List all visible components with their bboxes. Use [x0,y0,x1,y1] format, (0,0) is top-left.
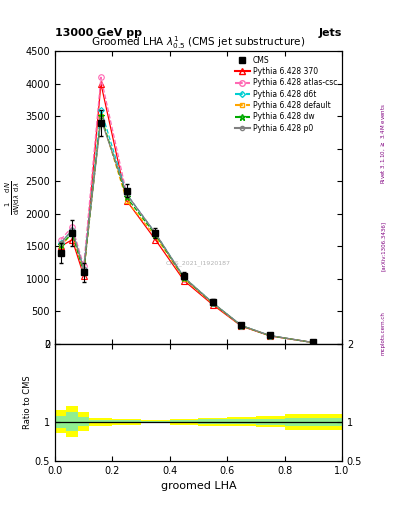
Title: Groomed LHA $\lambda^{1}_{0.5}$ (CMS jet substructure): Groomed LHA $\lambda^{1}_{0.5}$ (CMS jet… [91,34,306,51]
Legend: CMS, Pythia 6.428 370, Pythia 6.428 atlas-csc, Pythia 6.428 d6t, Pythia 6.428 de: CMS, Pythia 6.428 370, Pythia 6.428 atla… [231,53,340,136]
Text: 13000 GeV pp: 13000 GeV pp [55,28,142,38]
Text: CMS_2021_I1920187: CMS_2021_I1920187 [166,261,231,266]
Y-axis label: $\frac{1}{\mathrm{d}N/\mathrm{d}\lambda}\,\frac{\mathrm{d}N}{\mathrm{d}\lambda}$: $\frac{1}{\mathrm{d}N/\mathrm{d}\lambda}… [3,180,23,215]
Y-axis label: Ratio to CMS: Ratio to CMS [23,375,32,429]
Text: Jets: Jets [319,28,342,38]
Text: Rivet 3.1.10, $\geq$ 3.4M events: Rivet 3.1.10, $\geq$ 3.4M events [379,103,387,184]
X-axis label: groomed LHA: groomed LHA [161,481,236,491]
Text: mcplots.cern.ch: mcplots.cern.ch [381,311,386,355]
Text: [arXiv:1306.3436]: [arXiv:1306.3436] [381,221,386,271]
